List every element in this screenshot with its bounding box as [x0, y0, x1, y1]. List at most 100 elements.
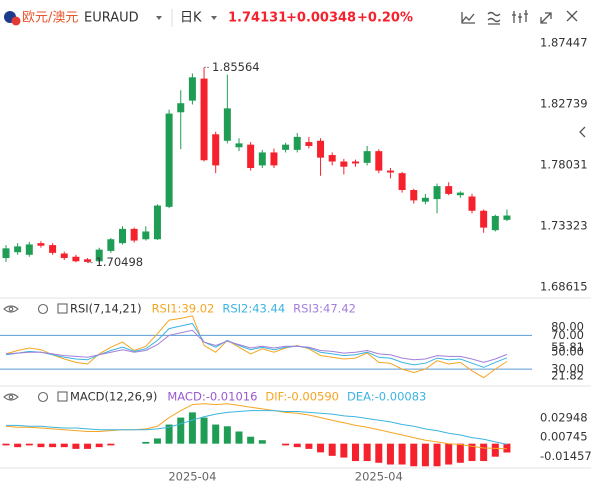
macd-bar	[235, 431, 243, 444]
panel-title: MACD(12,26,9)	[70, 390, 157, 404]
candle-body	[14, 246, 22, 253]
y-tick-label: 50.00	[551, 345, 584, 359]
indicator-icon[interactable]	[487, 11, 501, 25]
candle-body	[456, 192, 464, 196]
eye-icon[interactable]	[3, 305, 19, 313]
y-tick-label: 1.73323	[540, 219, 588, 233]
y-tick-label: 30.00	[551, 362, 584, 376]
candle-body	[293, 136, 301, 150]
rsi-line	[5, 315, 508, 379]
macd-bar	[223, 426, 231, 444]
candle-body	[200, 78, 208, 161]
candle-body	[491, 215, 499, 231]
price: 1.74131	[228, 11, 287, 26]
settings-icon[interactable]	[37, 303, 49, 315]
low-annotation: 1.70498	[96, 255, 144, 269]
change-pct: +0.20%	[357, 11, 413, 26]
candle-body	[340, 161, 348, 167]
macd-bar	[142, 441, 150, 444]
x-tick-label: 2025-04	[168, 470, 216, 484]
candle-body	[60, 253, 68, 259]
macd-bar	[398, 443, 406, 465]
candle-body	[49, 245, 57, 253]
macd-bar	[480, 443, 488, 462]
candle-body	[177, 103, 185, 113]
macd-bar	[421, 443, 429, 467]
candle-body	[328, 155, 336, 162]
y-tick-label: 55.81	[551, 340, 584, 354]
eye-icon[interactable]	[3, 393, 19, 401]
candle-body	[153, 205, 161, 240]
dropdown-icon[interactable]	[156, 16, 162, 20]
close-icon[interactable]	[566, 10, 578, 22]
candle-body	[445, 186, 453, 194]
macd-bar	[433, 443, 441, 467]
pair-name[interactable]: 欧元/澳元	[22, 10, 78, 26]
y-tick-label: 1.78031	[540, 158, 588, 172]
eye-icon[interactable]	[8, 306, 14, 312]
candle-body	[386, 170, 394, 173]
y-tick-label: -0.01457	[540, 449, 591, 463]
macd-bar	[456, 443, 464, 463]
macd-bar	[293, 443, 301, 448]
candle-body	[468, 196, 476, 211]
macd-bar	[468, 443, 476, 462]
macd-bar	[247, 436, 255, 444]
candle-body	[84, 259, 92, 262]
candle-body	[247, 144, 255, 168]
macd-bar	[503, 443, 511, 453]
macd-bar	[491, 443, 499, 457]
expand-icon[interactable]	[540, 12, 552, 24]
settings-icon[interactable]	[37, 391, 49, 403]
y-tick-label: 21.82	[551, 369, 584, 383]
macd-line	[6, 410, 508, 445]
macd-bar	[49, 443, 57, 448]
candle-body	[107, 239, 115, 251]
macd-bar	[177, 417, 185, 444]
candle-body	[363, 151, 371, 163]
macd-bar	[352, 443, 359, 462]
legend-entry: DEA:-0.00083	[347, 390, 426, 404]
candle-body	[37, 243, 45, 246]
candle-body	[317, 140, 325, 158]
macd-bar	[340, 443, 348, 458]
eye-icon[interactable]	[8, 394, 14, 400]
macd-bar	[363, 443, 371, 462]
macd-bar	[282, 443, 290, 446]
candle-icon[interactable]	[512, 10, 528, 23]
candle-body	[503, 215, 511, 220]
legend-entry: MACD:-0.01016	[167, 390, 257, 404]
high-annotation: 1.85564	[212, 60, 260, 74]
candle-body	[352, 161, 359, 164]
dropdown-icon[interactable]	[211, 16, 217, 20]
candle-body	[375, 151, 383, 171]
candle-body	[433, 186, 441, 200]
macd-bar	[375, 443, 383, 463]
macd-bar	[212, 424, 220, 444]
panel-icon[interactable]	[57, 303, 68, 314]
macd-bar	[258, 440, 266, 444]
candle-body	[305, 142, 313, 146]
symbol[interactable]: EURAUD	[84, 11, 139, 26]
candle-body	[142, 231, 150, 240]
panel-icon[interactable]	[57, 391, 68, 402]
candle-body	[410, 190, 418, 201]
period[interactable]: 日K	[180, 11, 202, 26]
collapse-arrow[interactable]	[579, 126, 586, 138]
macd-bar	[410, 443, 418, 467]
chart-style-icon[interactable]	[461, 12, 475, 24]
x-tick-label: 2025-04	[355, 470, 403, 484]
macd-bar	[188, 412, 196, 444]
candle-body	[72, 256, 80, 262]
candle-body	[188, 77, 196, 101]
panel-title: RSI(7,14,21)	[70, 302, 142, 316]
y-tick-label: 70.00	[551, 328, 584, 342]
candle-body	[421, 197, 429, 202]
rsi-line	[5, 322, 508, 368]
candle-body	[398, 173, 406, 191]
candle-body	[95, 249, 103, 262]
macd-bar	[328, 443, 336, 456]
candle-body	[165, 113, 173, 207]
y-tick-label: 1.87447	[540, 35, 588, 49]
